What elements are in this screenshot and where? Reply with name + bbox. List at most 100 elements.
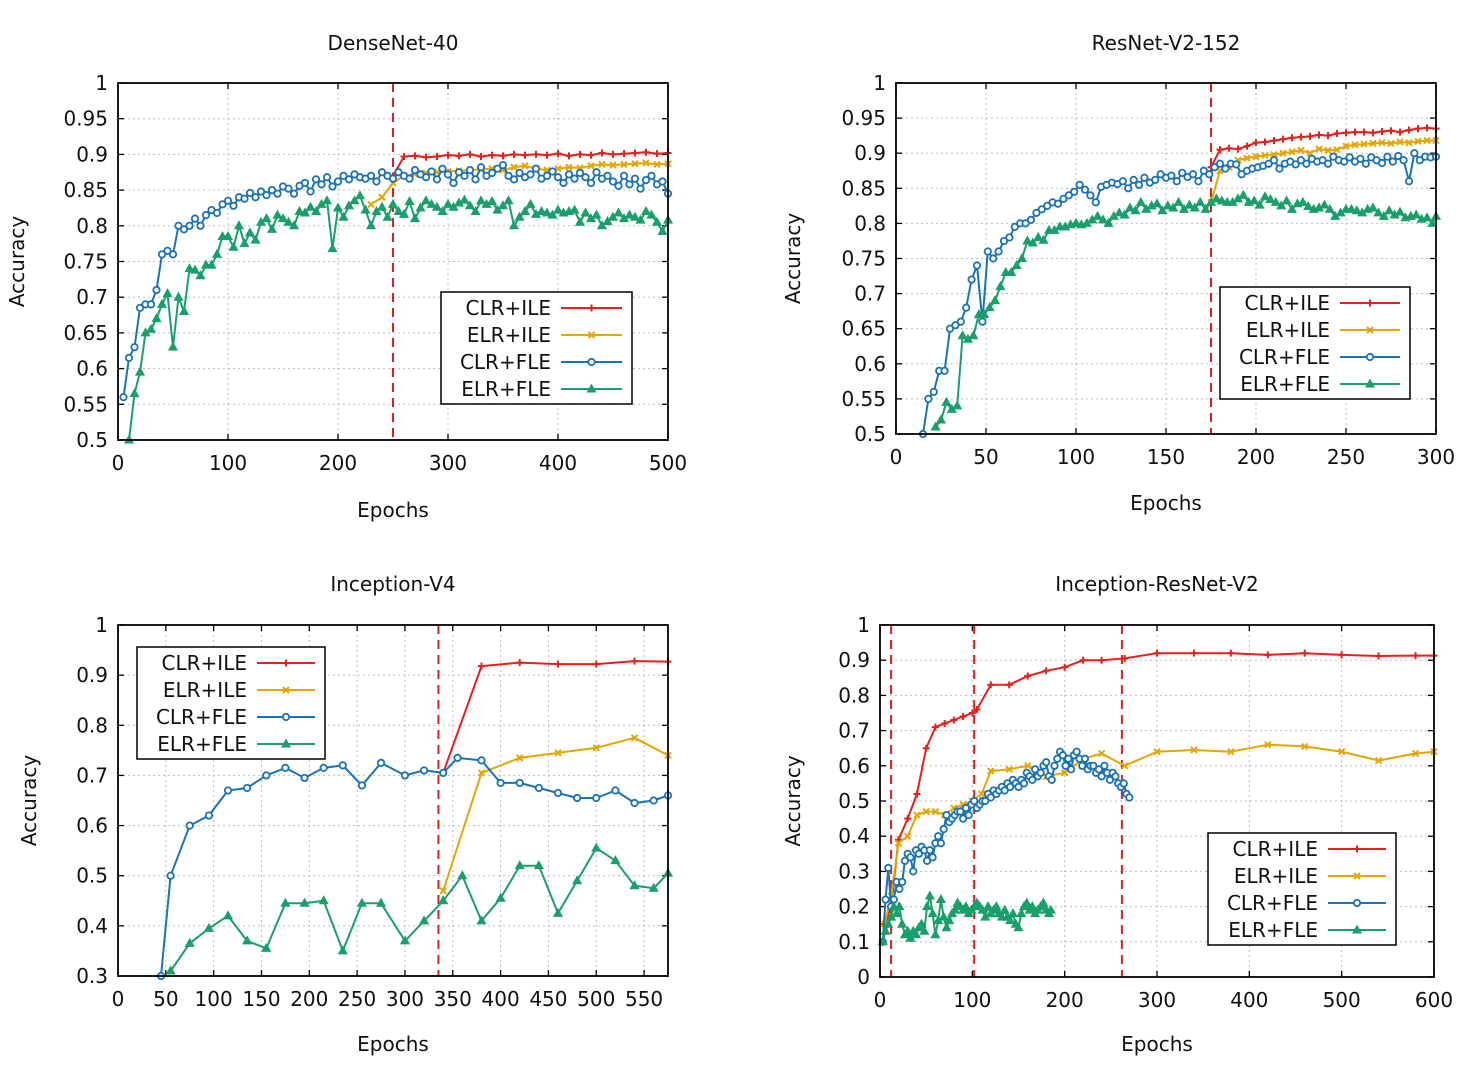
y-tick-label: 1	[873, 71, 886, 95]
data-point-clr-fle	[1394, 151, 1403, 161]
y-tick-label: 0.7	[76, 763, 108, 787]
data-point-clr-fle	[262, 771, 271, 780]
data-point-elr-fle	[261, 213, 272, 223]
data-point-elr-fle	[999, 904, 1010, 914]
y-tick-label: 0.7	[838, 719, 870, 743]
data-point-clr-fle	[256, 187, 266, 196]
legend-label-elr-fle: ELR+FLE	[157, 732, 247, 756]
legend-marker-clr-ile	[282, 659, 290, 667]
data-point-elr-fle	[375, 897, 387, 907]
data-point-elr-fle	[399, 935, 411, 945]
x-tick-label: 150	[1147, 445, 1185, 469]
data-point-elr-fle	[327, 243, 338, 253]
y-tick-label: 0.8	[854, 211, 886, 235]
series-clr-ile	[439, 657, 672, 777]
data-point-elr-fle	[541, 207, 553, 217]
data-point-elr-fle	[602, 215, 613, 226]
data-point-elr-ile	[894, 839, 903, 847]
y-tick-label: 0.8	[76, 713, 108, 737]
legend-marker-elr-fle	[1364, 378, 1376, 388]
data-point-clr-fle	[619, 171, 629, 180]
data-point-clr-fle	[245, 188, 255, 198]
data-point-elr-fle	[419, 915, 430, 925]
data-point-clr-fle	[1072, 747, 1081, 756]
x-tick-label: 100	[953, 988, 991, 1012]
data-point-clr-fle	[1091, 198, 1100, 207]
data-point-elr-fle	[343, 200, 355, 210]
data-point-clr-fle	[548, 167, 557, 176]
data-point-clr-fle	[339, 171, 348, 180]
data-point-clr-fle	[1215, 159, 1225, 168]
y-tick-label: 0.55	[63, 392, 108, 416]
data-point-clr-ile	[422, 153, 430, 161]
data-point-elr-ile	[1097, 749, 1106, 758]
data-point-clr-fle	[1210, 163, 1219, 172]
data-point-clr-fle	[251, 193, 260, 202]
data-point-clr-fle	[179, 225, 189, 234]
data-point-clr-fle	[1345, 153, 1354, 162]
data-point-elr-fle	[607, 211, 619, 221]
data-point-elr-fle	[640, 205, 652, 216]
data-point-elr-fle	[250, 234, 261, 244]
data-point-clr-fle	[273, 189, 282, 198]
data-point-clr-fle	[376, 758, 386, 767]
data-point-clr-fle	[1086, 191, 1095, 200]
data-point-elr-fle	[1373, 207, 1384, 217]
x-tick-label: 0	[112, 451, 125, 475]
data-point-elr-ile	[609, 161, 617, 169]
data-point-clr-fle	[1151, 175, 1160, 184]
data-point-clr-fle	[592, 793, 601, 803]
data-point-elr-fle	[495, 892, 506, 902]
y-axis-label: Accuracy	[17, 755, 41, 846]
data-point-clr-fle	[1000, 786, 1009, 795]
data-point-elr-fle	[457, 870, 468, 880]
y-tick-label: 1	[95, 613, 108, 637]
legend-marker-clr-ile	[1353, 845, 1361, 853]
legend-marker-elr-ile	[1353, 872, 1361, 880]
data-point-elr-ile	[1120, 762, 1129, 770]
data-point-clr-fle	[174, 221, 183, 230]
data-point-elr-ile	[1261, 151, 1269, 160]
data-point-elr-fle	[299, 897, 310, 907]
data-point-clr-ile	[1405, 126, 1413, 134]
data-point-clr-fle	[509, 175, 519, 184]
data-point-clr-fle	[515, 778, 524, 788]
data-point-elr-fle	[420, 195, 432, 205]
data-point-elr-fle	[280, 897, 291, 907]
data-point-clr-fle	[658, 177, 667, 186]
data-point-clr-fle	[1318, 156, 1327, 165]
data-point-clr-ile	[609, 150, 617, 158]
data-point-clr-fle	[487, 168, 497, 178]
data-point-clr-ile	[1252, 139, 1260, 147]
data-point-elr-fle	[1038, 897, 1049, 907]
data-point-elr-fle	[360, 204, 371, 214]
data-point-clr-fle	[972, 261, 982, 270]
data-point-elr-fle	[437, 205, 448, 216]
data-point-elr-ile	[1227, 748, 1235, 756]
data-point-clr-fle	[1061, 761, 1070, 770]
data-point-elr-fle	[1103, 217, 1114, 227]
data-point-elr-fle	[1016, 252, 1028, 262]
data-point-clr-fle	[432, 175, 442, 184]
data-point-clr-fle	[388, 174, 398, 183]
data-point-clr-fle	[570, 174, 579, 183]
data-point-elr-ile	[620, 160, 628, 169]
data-point-elr-ile	[1301, 742, 1309, 751]
data-point-elr-ile	[1024, 762, 1032, 770]
data-point-elr-fle	[957, 330, 968, 340]
data-point-clr-fle	[190, 214, 200, 223]
data-point-elr-fle	[591, 209, 602, 219]
data-point-clr-fle	[1188, 170, 1198, 179]
data-point-clr-fle	[1053, 754, 1062, 763]
legend-label-elr-fle: ELR+FLE	[1228, 918, 1318, 942]
data-point-clr-ile	[904, 815, 912, 823]
data-point-elr-fle	[1324, 203, 1335, 213]
x-tick-label: 600	[1415, 988, 1453, 1012]
data-point-clr-fle	[427, 167, 436, 176]
data-point-elr-fle	[910, 929, 922, 939]
data-point-elr-fle	[1259, 191, 1271, 201]
legend: CLR+ILE ELR+ILE CLR+FLE ELR+FLE	[1207, 832, 1397, 946]
data-point-clr-fle	[970, 796, 979, 806]
data-point-clr-fle	[1097, 772, 1106, 781]
chart-svg-inception-v4: Inception-V4 0 50 100 150 200 250 300 350 400 450 5…	[17, 572, 674, 1056]
